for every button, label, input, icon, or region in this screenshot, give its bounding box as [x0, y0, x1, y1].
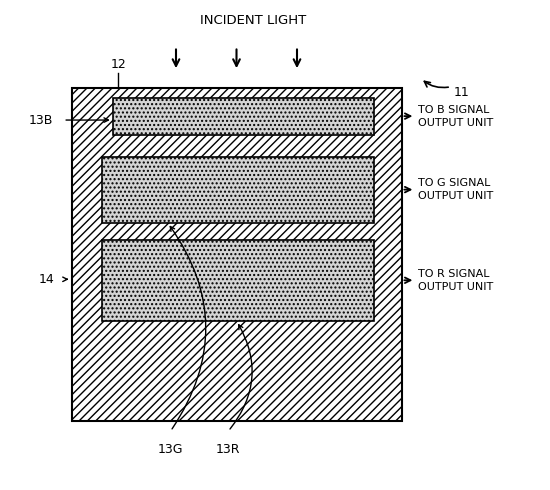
Text: 13G: 13G [158, 443, 183, 457]
Bar [113, 98, 374, 135]
Bar [72, 88, 402, 421]
Bar [102, 240, 374, 321]
Text: 11: 11 [454, 86, 470, 99]
Text: 13R: 13R [216, 443, 240, 457]
Bar [102, 157, 374, 223]
Text: TO B SIGNAL
OUTPUT UNIT: TO B SIGNAL OUTPUT UNIT [418, 104, 493, 128]
Text: TO G SIGNAL
OUTPUT UNIT: TO G SIGNAL OUTPUT UNIT [418, 178, 493, 201]
Text: 12: 12 [111, 58, 126, 71]
Text: TO R SIGNAL
OUTPUT UNIT: TO R SIGNAL OUTPUT UNIT [418, 269, 493, 292]
Text: INCIDENT LIGHT: INCIDENT LIGHT [200, 14, 306, 27]
Text: 13B: 13B [29, 114, 53, 126]
Text: 14: 14 [39, 273, 54, 286]
